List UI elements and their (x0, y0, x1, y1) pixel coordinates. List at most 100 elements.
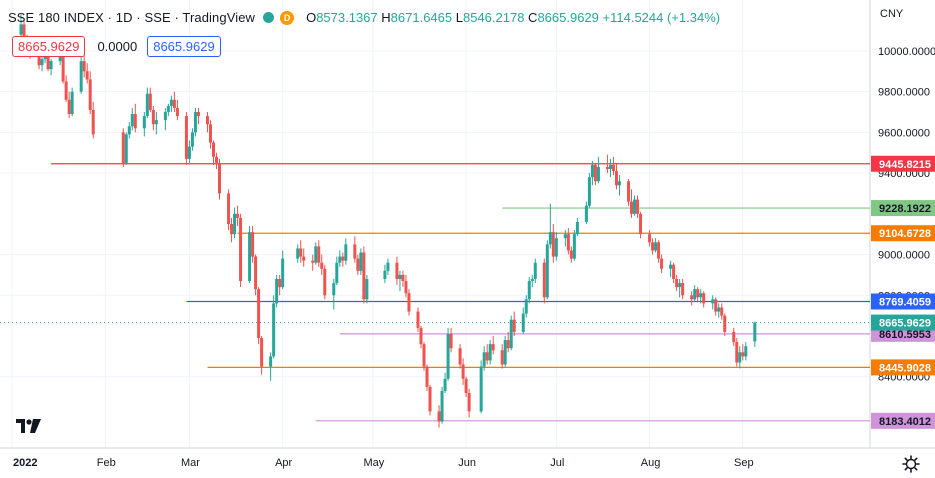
candle-body (485, 352, 489, 361)
candle-body (58, 56, 62, 62)
candle-body (675, 278, 679, 288)
candle-body (365, 278, 369, 300)
candle-body (732, 331, 736, 343)
candle-body (169, 99, 173, 106)
candle-body (151, 109, 155, 125)
currency-label[interactable]: CNY (880, 8, 904, 20)
candle-body (639, 213, 643, 235)
candle-body (190, 132, 194, 147)
candle-body (124, 134, 128, 163)
candle-body (419, 327, 423, 345)
candle-body (311, 260, 315, 263)
candle-body (542, 262, 546, 298)
candle-body (512, 319, 516, 332)
candle-body (233, 213, 237, 235)
time-tick-label: Sep (734, 457, 754, 469)
candle-body (163, 112, 167, 121)
candle-body (49, 61, 53, 70)
candle-body (317, 246, 321, 263)
candle-body (711, 299, 715, 304)
ohlc-readout: O8573.1367 H8671.6465 L8546.2178 C8665.9… (306, 10, 720, 25)
candle-body (175, 107, 179, 117)
buy-button[interactable]: 8665.9629 (147, 36, 221, 57)
candle-body (551, 232, 555, 257)
candle-body (404, 281, 408, 294)
close-value: 8665.9629 (537, 10, 599, 25)
price-tick-label: 9000.0000 (878, 250, 930, 262)
candle-body (464, 378, 468, 394)
price-level-badge (871, 200, 935, 217)
change-value: +114.5244 (+1.34%) (602, 10, 721, 25)
candle-body (362, 252, 366, 300)
price-level-label: 9445.8215 (879, 159, 931, 171)
candle-body (230, 224, 234, 235)
candle-body (524, 299, 528, 314)
candle-body (353, 244, 357, 259)
candle-body (488, 344, 492, 361)
candle-body (530, 278, 534, 282)
time-tick-label: May (363, 457, 384, 469)
candle-body (70, 91, 74, 115)
candle-body (503, 340, 507, 365)
candle-body (548, 232, 552, 245)
candle-body (422, 344, 426, 367)
candle-body (61, 56, 65, 82)
candle-body (40, 59, 44, 66)
candle-body (133, 114, 137, 129)
low-label: L (455, 10, 463, 25)
candle-body (416, 311, 420, 328)
candle-body (545, 244, 549, 298)
candle-body (596, 166, 600, 182)
sell-button[interactable]: 8665.9629 (12, 36, 86, 57)
candle-body (359, 252, 363, 271)
candle-body (593, 164, 597, 182)
tradingview-logo-icon[interactable] (16, 417, 42, 435)
price-tick-label: 10000.0000 (878, 46, 935, 58)
candle-body (19, 24, 23, 35)
candle-body (395, 262, 399, 279)
price-level-label: 8769.4059 (879, 297, 931, 309)
candle-body (699, 293, 703, 298)
candle-body (461, 364, 465, 379)
candle-body (341, 256, 345, 261)
time-tick-label: Jul (550, 457, 564, 469)
candle-body (672, 264, 676, 279)
candle-body (690, 295, 694, 300)
candle-body (636, 199, 640, 214)
candle-body (482, 352, 486, 367)
close-label: C (528, 10, 538, 25)
candle-body (251, 232, 255, 257)
settings-gear-icon[interactable] (902, 455, 920, 473)
candle-body (633, 199, 637, 214)
time-tick-label: Apr (275, 457, 292, 469)
candle-body (314, 246, 318, 263)
candle-body (215, 156, 218, 163)
candle-body (741, 352, 745, 357)
candle-body (714, 299, 718, 312)
candle-body (446, 333, 450, 379)
candle-body (22, 24, 26, 39)
candle-body (744, 346, 748, 357)
candle-body (88, 79, 92, 110)
candle-body (657, 242, 661, 259)
candle-body (296, 248, 300, 259)
candle-body (236, 213, 240, 218)
symbol-title[interactable]: SSE 180 INDEX · 1D · SSE · TradingView (8, 10, 256, 25)
candle-body (356, 258, 360, 271)
candle-body (254, 256, 258, 290)
candle-body (572, 234, 576, 259)
candle-body (449, 333, 453, 349)
candle-body (208, 124, 212, 143)
price-level-label: 8183.4012 (879, 416, 931, 428)
price-level-label: 9228.1922 (879, 203, 931, 215)
time-tick-label: 2022 (13, 457, 37, 469)
candle-body (127, 126, 131, 135)
candle-body (386, 262, 390, 271)
delayed-data-badge[interactable]: D (280, 10, 295, 25)
candle-body (172, 99, 176, 108)
candle-body (46, 52, 50, 70)
open-label: O (306, 10, 317, 25)
candle-body (196, 112, 200, 117)
candle-body (211, 142, 215, 157)
